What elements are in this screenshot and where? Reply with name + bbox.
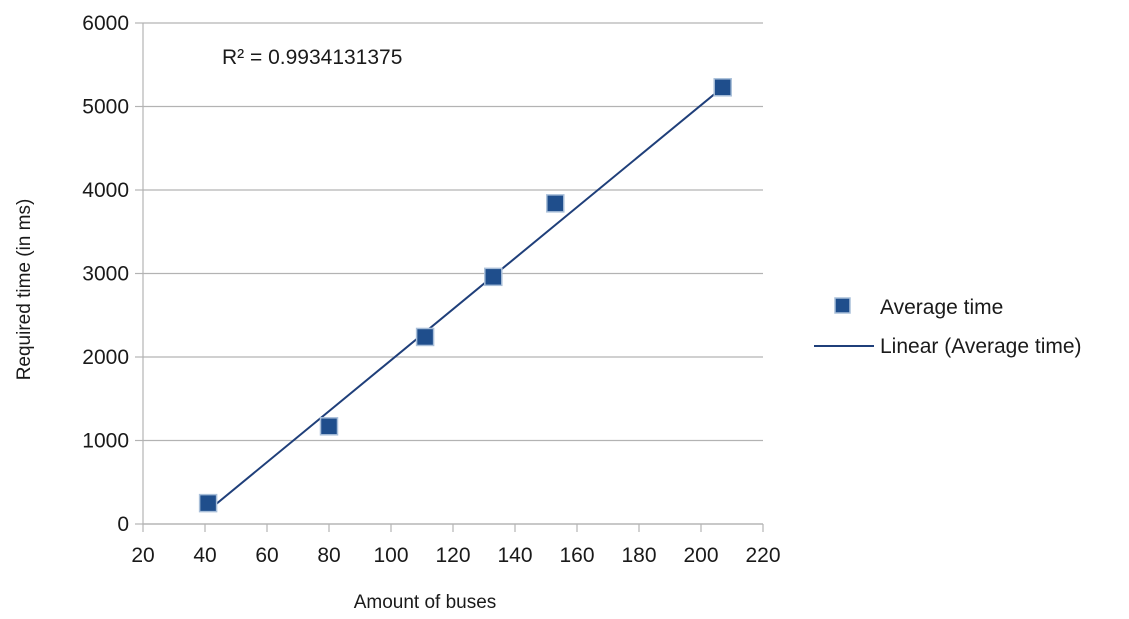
data-point-4 [484,267,503,287]
y-tick-label: 4000 [82,179,129,202]
legend-marker-average-time [834,297,851,314]
data-point-1 [198,493,218,513]
x-tick-label: 40 [193,544,216,567]
legend: Average time Linear (Average time) [814,296,1082,358]
y-tick-label: 1000 [82,430,129,453]
data-point-3 [415,327,435,347]
y-tick-label: 3000 [82,263,129,286]
y-axis-title: Required time (in ms) [14,199,35,381]
x-tick-label: 140 [497,544,532,567]
x-tick-label: 200 [683,544,718,567]
data-point-2 [319,417,339,436]
y-tick-label: 0 [117,513,129,536]
x-tick-label: 180 [621,544,656,567]
axes [135,22,764,532]
x-tick-label: 20 [131,544,154,567]
x-tick-label: 160 [559,544,594,567]
legend-label-average-time: Average time [880,296,1003,319]
y-tick-label: 5000 [82,96,129,119]
x-tick-label: 120 [435,544,470,567]
data-point-5 [546,194,565,213]
trendline [207,86,724,512]
data-point-6 [713,78,732,97]
x-tick-label: 220 [745,544,780,567]
grid-lines [143,22,763,525]
legend-label-linear: Linear (Average time) [880,335,1082,358]
data-series [198,78,732,513]
x-axis-title: Amount of buses [354,592,497,613]
x-tick-label: 100 [373,544,408,567]
labels: 0 1000 2000 3000 4000 5000 6000 20 40 60 80 100 120 1… [82,12,780,567]
y-tick-label: 2000 [82,346,129,369]
r-squared-annotation: R² = 0.9934131375 [222,46,402,69]
x-tick-label: 80 [317,544,340,567]
y-tick-label: 6000 [82,12,129,35]
x-tick-label: 60 [255,544,278,567]
